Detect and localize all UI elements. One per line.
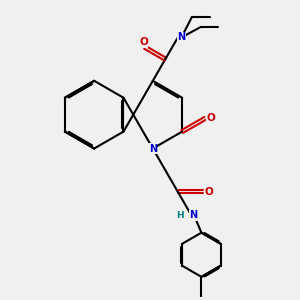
Text: N: N [189,210,197,220]
Text: O: O [139,37,148,47]
Text: O: O [204,187,213,197]
Text: N: N [149,143,157,154]
Text: H: H [176,211,184,220]
Text: N: N [177,32,185,43]
Text: O: O [206,113,215,123]
